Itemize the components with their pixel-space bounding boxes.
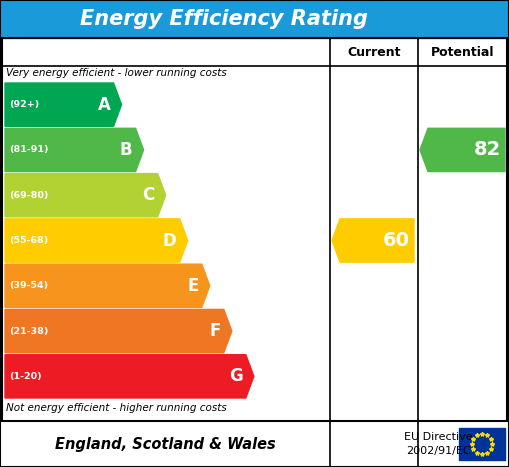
Text: (69-80): (69-80) (9, 191, 48, 200)
Polygon shape (5, 355, 254, 398)
Text: A: A (98, 96, 110, 113)
Text: Potential: Potential (431, 45, 494, 58)
Text: F: F (209, 322, 221, 340)
Text: 82: 82 (474, 141, 501, 159)
Bar (0, 0, 509, 38)
Polygon shape (332, 219, 414, 262)
Bar (2, 38, 507, 421)
Text: B: B (120, 141, 133, 159)
Polygon shape (5, 128, 144, 171)
Polygon shape (5, 174, 165, 217)
Text: (55-68): (55-68) (9, 236, 48, 245)
Text: Not energy efficient - higher running costs: Not energy efficient - higher running co… (6, 403, 227, 413)
Text: 60: 60 (383, 231, 410, 250)
Text: Energy Efficiency Rating: Energy Efficiency Rating (80, 9, 369, 29)
Text: D: D (163, 232, 177, 249)
Polygon shape (5, 83, 122, 126)
Text: (39-54): (39-54) (9, 281, 48, 290)
Text: Very energy efficient - lower running costs: Very energy efficient - lower running co… (6, 68, 227, 78)
Text: (1-20): (1-20) (9, 372, 42, 381)
Polygon shape (420, 128, 505, 171)
Polygon shape (5, 264, 210, 307)
Text: Current: Current (347, 45, 401, 58)
Text: EU Directive: EU Directive (404, 432, 473, 442)
Text: 2002/91/EC: 2002/91/EC (406, 446, 471, 456)
Text: England, Scotland & Wales: England, Scotland & Wales (54, 437, 275, 452)
Bar (459, 428, 505, 460)
Bar (0, 421, 509, 467)
Text: (81-91): (81-91) (9, 145, 48, 155)
Text: E: E (187, 277, 199, 295)
Text: C: C (143, 186, 155, 204)
Text: (21-38): (21-38) (9, 326, 48, 336)
Text: (92+): (92+) (9, 100, 39, 109)
Polygon shape (5, 219, 188, 262)
Text: G: G (229, 368, 243, 385)
Polygon shape (5, 310, 232, 353)
